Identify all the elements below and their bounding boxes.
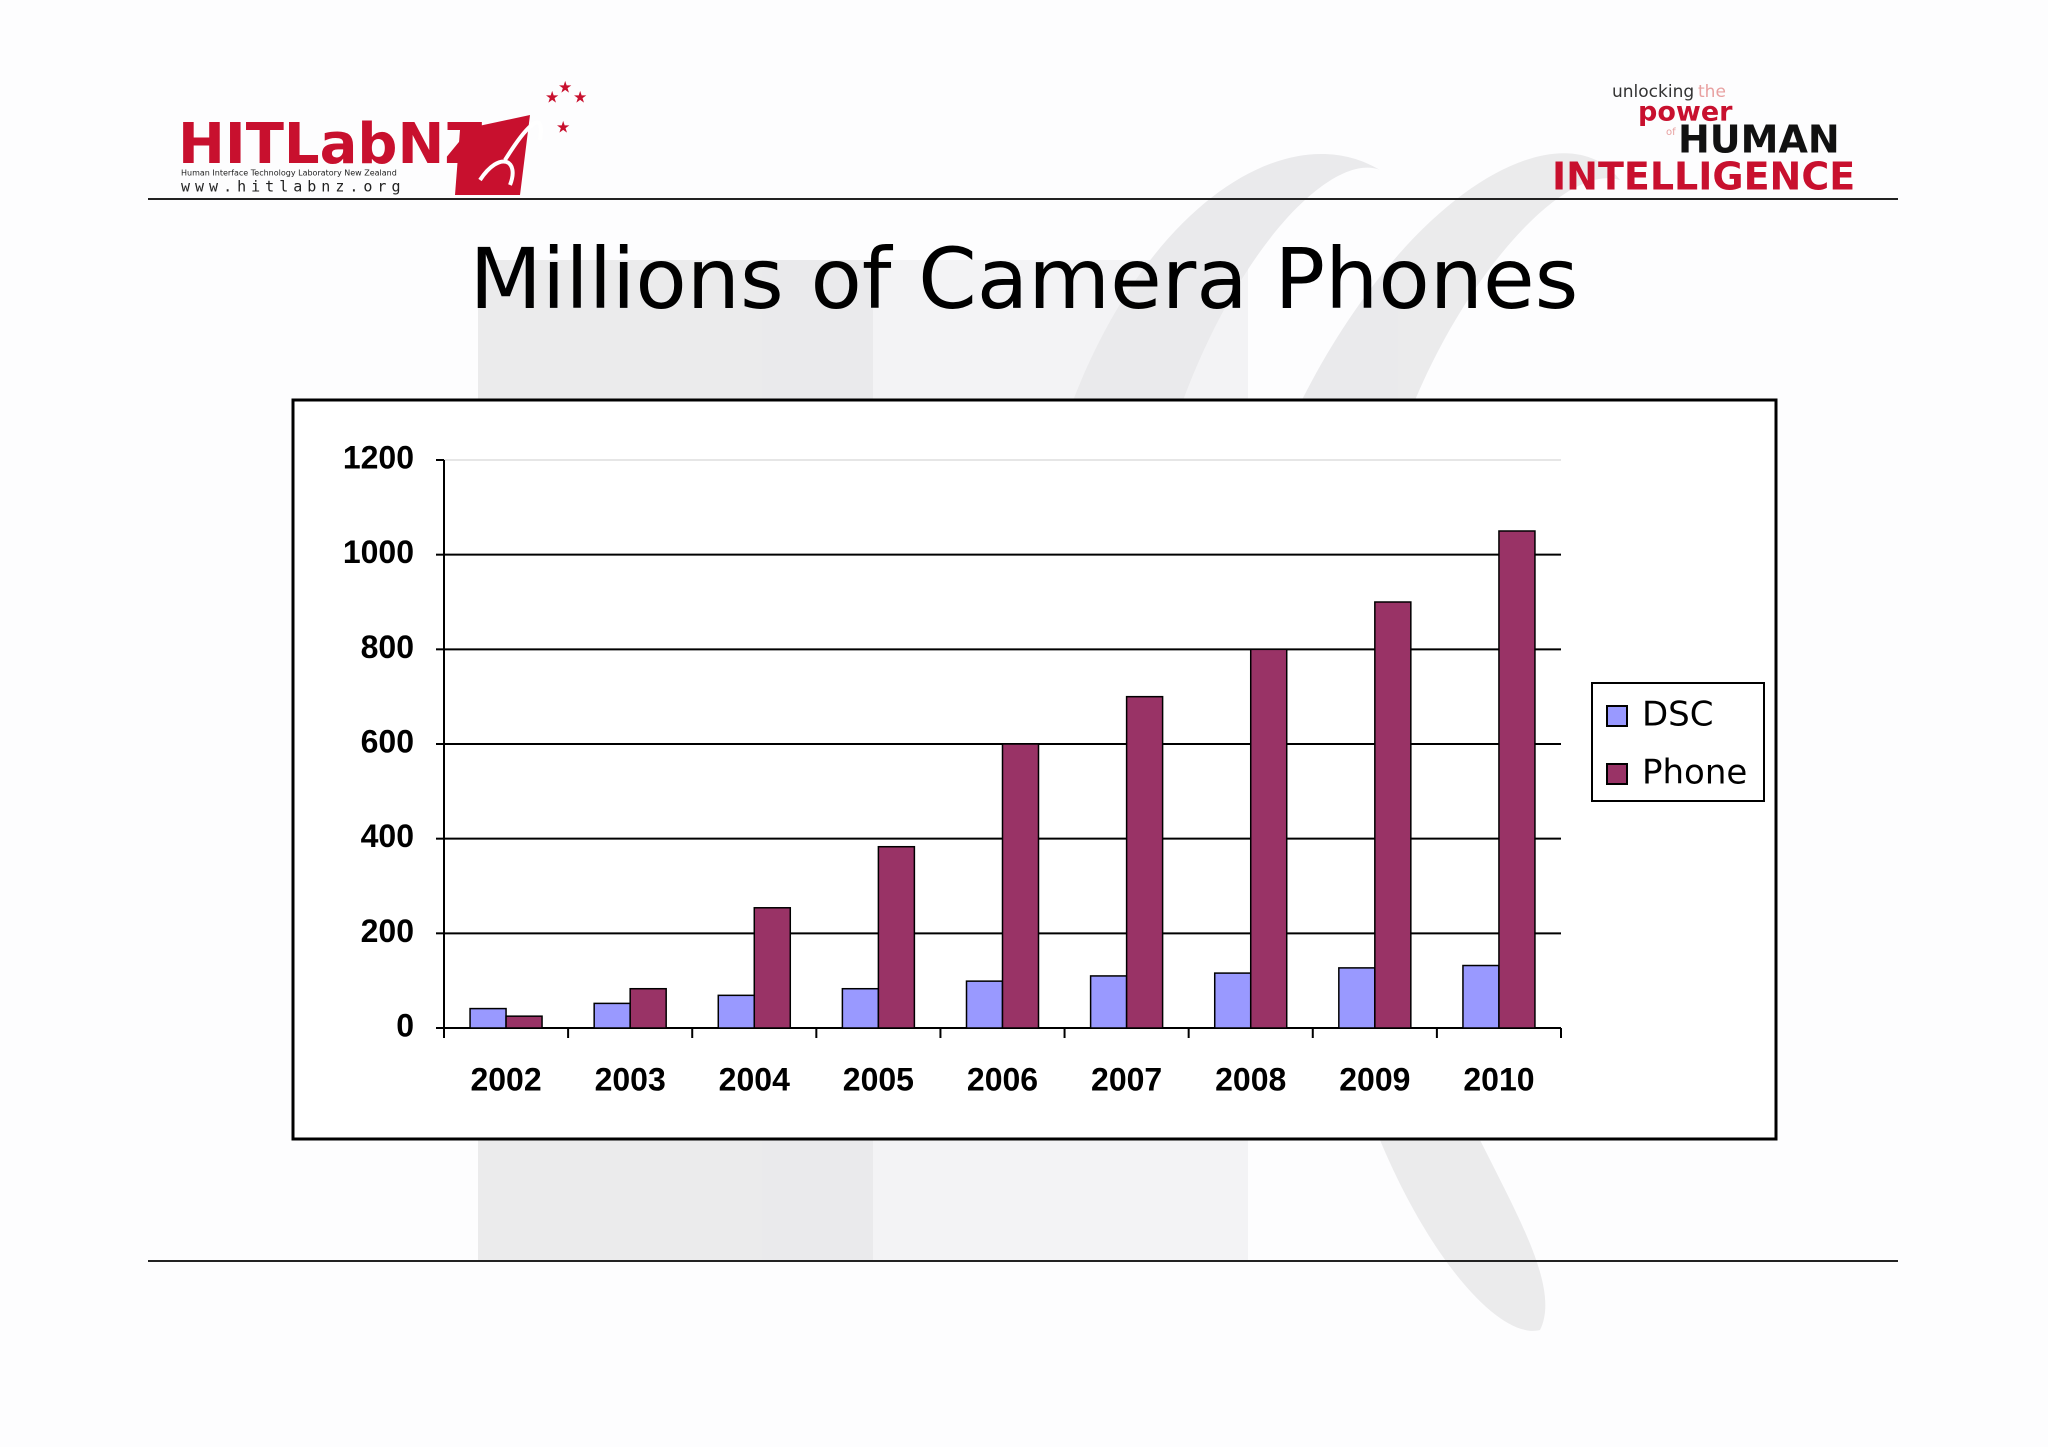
- logo-stars: ★★★★: [545, 78, 587, 137]
- legend-label: DSC: [1642, 695, 1714, 735]
- bar: [1374, 601, 1412, 1029]
- bar: [1338, 967, 1376, 1029]
- x-tick-label: 2005: [843, 1061, 914, 1097]
- x-tick-label: 2002: [470, 1061, 541, 1097]
- bar: [1498, 530, 1536, 1029]
- tagline-unlocking: unlocking: [1612, 82, 1694, 102]
- svg-text:★: ★: [558, 78, 572, 97]
- bar: [877, 845, 916, 1029]
- y-tick-label: 1000: [343, 534, 414, 570]
- x-tick-label: 2010: [1463, 1061, 1534, 1097]
- legend-label: Phone: [1642, 753, 1747, 793]
- logo-subtitle: Human Interface Technology Laboratory Ne…: [181, 169, 397, 178]
- tagline-human: HUMAN: [1678, 118, 1840, 162]
- svg-text:★: ★: [556, 118, 570, 137]
- bar: [841, 987, 880, 1029]
- y-tick-label: 600: [361, 723, 414, 759]
- bar: [1089, 975, 1128, 1029]
- bar: [1249, 648, 1288, 1029]
- logo: HITLabNZ: [178, 112, 485, 177]
- logo-url: www.hitlabnz.org: [181, 178, 406, 196]
- legend-swatch: [1606, 763, 1628, 785]
- tagline-power: power: [1638, 97, 1733, 128]
- legend-swatch: [1606, 705, 1628, 727]
- y-tick-label: 400: [361, 818, 414, 854]
- bar: [629, 987, 667, 1029]
- x-tick-label: 2007: [1091, 1061, 1162, 1097]
- bar: [593, 1002, 631, 1029]
- logo-swoosh: [478, 120, 543, 186]
- tagline-the: the: [1698, 82, 1726, 102]
- y-tick-label: 1200: [343, 439, 414, 475]
- tagline-intelligence: INTELLIGENCE: [1552, 155, 1855, 199]
- bar: [1125, 695, 1164, 1029]
- x-tick-label: 2004: [719, 1061, 790, 1097]
- y-tick-label: 200: [361, 913, 414, 949]
- bar: [753, 907, 792, 1029]
- y-tick-label: 0: [396, 1007, 414, 1043]
- x-tick-label: 2003: [595, 1061, 666, 1097]
- svg-text:★: ★: [545, 88, 559, 107]
- x-tick-label: 2006: [967, 1061, 1038, 1097]
- y-tick-label: 800: [361, 629, 414, 665]
- bar: [469, 1007, 507, 1029]
- tagline-of: of: [1666, 127, 1676, 138]
- bar: [1462, 964, 1500, 1029]
- bar: [965, 980, 1004, 1029]
- bar: [505, 1015, 543, 1029]
- bar: [717, 994, 756, 1029]
- svg-text:★: ★: [573, 88, 587, 107]
- x-tick-label: 2008: [1215, 1061, 1286, 1097]
- x-tick-label: 2009: [1339, 1061, 1410, 1097]
- bar: [1001, 743, 1040, 1029]
- bar: [1213, 972, 1252, 1029]
- chart-title: Millions of Camera Phones: [470, 230, 1579, 328]
